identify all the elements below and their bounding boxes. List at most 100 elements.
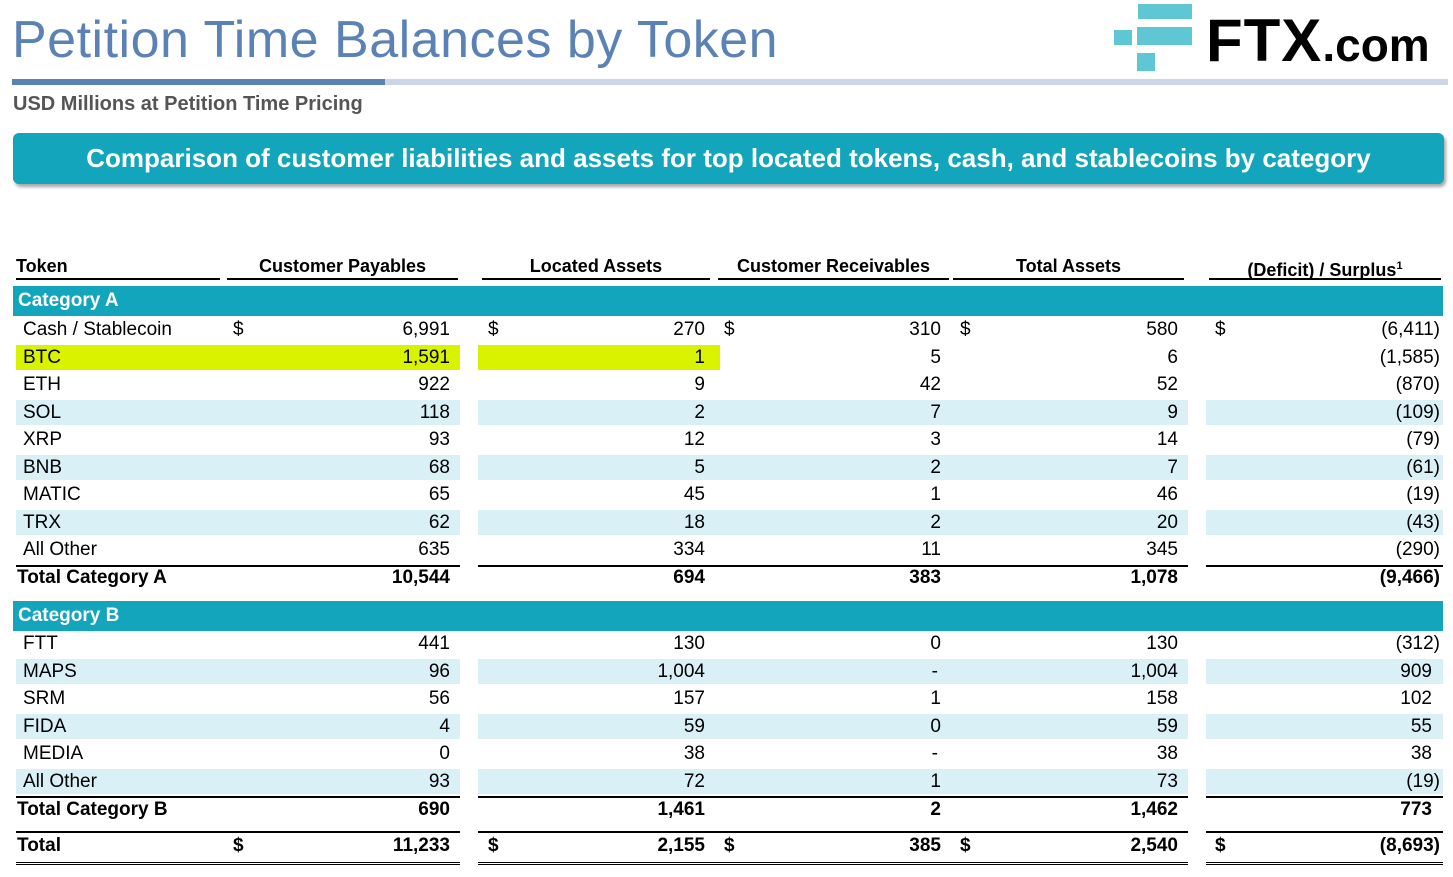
row-stripe <box>1206 455 1443 480</box>
category-header: Category A <box>13 286 1443 316</box>
row-stripe <box>1206 510 1443 535</box>
cell-located: 9 <box>694 374 705 395</box>
cell-deficit: (870) <box>1395 374 1440 395</box>
total-rule <box>948 796 1188 798</box>
category-label: Category A <box>18 290 119 311</box>
total-rule <box>1206 796 1443 798</box>
page-title: Petition Time Balances by Token <box>12 11 779 69</box>
total-rule <box>478 862 720 865</box>
total-rule <box>948 831 1188 833</box>
row-stripe <box>16 659 460 684</box>
cell-located: 1 <box>694 347 705 368</box>
currency-symbol: $ <box>233 835 244 856</box>
cell-payables: 0 <box>439 743 450 764</box>
row-stripe <box>478 659 720 684</box>
row-stripe <box>16 769 460 794</box>
row-token-label: SRM <box>23 688 66 709</box>
header-total-assets: Total Assets <box>953 254 1184 280</box>
row-stripe <box>16 400 460 425</box>
total-rule <box>16 796 460 798</box>
cell-deficit: (19) <box>1406 771 1440 792</box>
title-rule <box>12 79 1448 85</box>
total-rule <box>16 831 460 833</box>
row-stripe <box>948 400 1188 425</box>
row-stripe <box>478 400 720 425</box>
total-rule <box>720 831 948 833</box>
cell-receivables: 1 <box>930 688 941 709</box>
cell-total-assets: 20 <box>1156 512 1178 533</box>
cell-total-assets: 14 <box>1156 429 1178 450</box>
cell-deficit: (61) <box>1406 457 1440 478</box>
cell-deficit: (109) <box>1395 402 1440 423</box>
cell-deficit: (290) <box>1395 539 1440 560</box>
total-rule <box>1206 862 1443 865</box>
cell-receivables: 5 <box>930 347 941 368</box>
cell-payables: 441 <box>418 633 450 654</box>
header-located-assets: Located Assets <box>482 254 710 280</box>
cell-total-assets: 6 <box>1167 347 1178 368</box>
cell-receivables: 0 <box>930 716 941 737</box>
cell-receivables: 1 <box>930 484 941 505</box>
cell-payables: 93 <box>428 429 450 450</box>
row-token-label: All Other <box>23 771 97 792</box>
row-stripe <box>1206 769 1443 794</box>
cell-receivables: 11 <box>921 539 941 560</box>
cell-total-assets: 345 <box>1146 539 1178 560</box>
currency-symbol: $ <box>724 835 735 856</box>
total-rule <box>720 565 948 567</box>
cell-deficit: (9,466) <box>1379 567 1440 588</box>
total-rule <box>16 565 460 567</box>
cell-total-assets: 2,540 <box>1130 835 1178 856</box>
row-token-label: MATIC <box>23 484 81 505</box>
cell-deficit: (19) <box>1406 484 1440 505</box>
cell-located: 12 <box>683 429 705 450</box>
cell-payables: 93 <box>428 771 450 792</box>
ftx-logo: FTX.com <box>1114 4 1448 74</box>
cell-deficit: 38 <box>1410 743 1432 764</box>
row-stripe <box>478 455 720 480</box>
cell-deficit: 773 <box>1400 799 1432 820</box>
cell-located: 2 <box>694 402 705 423</box>
total-rule <box>948 862 1188 865</box>
cell-payables: 690 <box>418 799 450 820</box>
row-stripe <box>948 510 1188 535</box>
cell-deficit: (6,411) <box>1381 319 1440 340</box>
cell-located: 59 <box>683 716 705 737</box>
cell-located: 130 <box>673 633 705 654</box>
row-token-label: Total Category B <box>17 799 168 820</box>
row-stripe <box>720 400 948 425</box>
cell-deficit: (43) <box>1406 512 1440 533</box>
cell-total-assets: 1,078 <box>1130 567 1178 588</box>
total-rule <box>720 796 948 798</box>
footnote-marker: 1 <box>1396 260 1403 272</box>
cell-located: 72 <box>683 771 705 792</box>
cell-located: 1,461 <box>657 799 705 820</box>
cell-payables: 4 <box>439 716 450 737</box>
cell-receivables: 3 <box>930 429 941 450</box>
cell-deficit: 909 <box>1400 661 1432 682</box>
cell-deficit: 55 <box>1410 716 1432 737</box>
row-token-label: BTC <box>23 347 61 368</box>
cell-total-assets: 46 <box>1156 484 1178 505</box>
cell-located: 18 <box>683 512 705 533</box>
header-token: Token <box>16 254 220 280</box>
total-rule <box>16 862 460 865</box>
cell-deficit: (79) <box>1406 429 1440 450</box>
row-stripe <box>1206 659 1443 684</box>
cell-located: 45 <box>683 484 705 505</box>
cell-payables: 68 <box>428 457 450 478</box>
total-rule <box>1206 831 1443 833</box>
category-header: Category B <box>13 601 1443 631</box>
cell-payables: 10,544 <box>391 567 450 588</box>
cell-receivables: 310 <box>909 319 941 340</box>
highlight-btc <box>16 345 460 370</box>
total-rule <box>478 831 720 833</box>
row-stripe <box>948 769 1188 794</box>
row-token-label: XRP <box>23 429 63 450</box>
currency-symbol: $ <box>960 319 971 340</box>
row-stripe <box>720 714 948 739</box>
row-token-label: ETH <box>23 374 61 395</box>
total-rule <box>478 565 720 567</box>
cell-total-assets: 7 <box>1167 457 1178 478</box>
cell-receivables: 42 <box>919 374 941 395</box>
